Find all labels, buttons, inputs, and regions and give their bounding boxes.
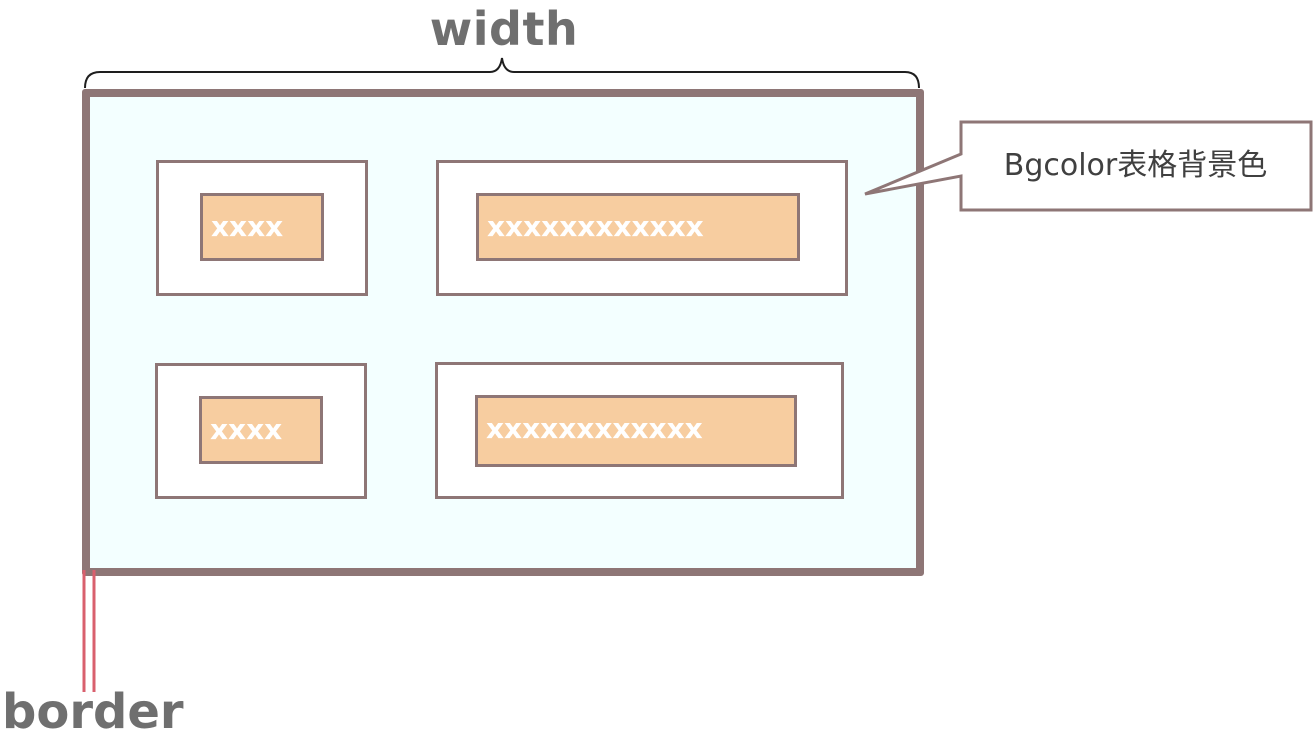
- table-cell-r2c2: xxxxxxxxxxxx: [435, 362, 844, 499]
- table-cell-r1c2: xxxxxxxxxxxx: [436, 160, 848, 296]
- border-label: border: [2, 684, 184, 740]
- width-label: width: [429, 2, 579, 56]
- cell-content: xxxxxxxxxxxx: [476, 193, 800, 261]
- callout-text: Bgcolor表格背景色: [1003, 148, 1268, 183]
- cell-content: xxxx: [199, 396, 323, 464]
- table-outer: xxxx xxxxxxxxxxxx xxxx xxxxxxxxxxxx: [82, 89, 924, 576]
- cell-content: xxxx: [200, 193, 324, 261]
- table-cell-r1c1: xxxx: [156, 160, 368, 296]
- table-cell-r2c1: xxxx: [155, 363, 367, 499]
- cell-content: xxxxxxxxxxxx: [475, 395, 797, 467]
